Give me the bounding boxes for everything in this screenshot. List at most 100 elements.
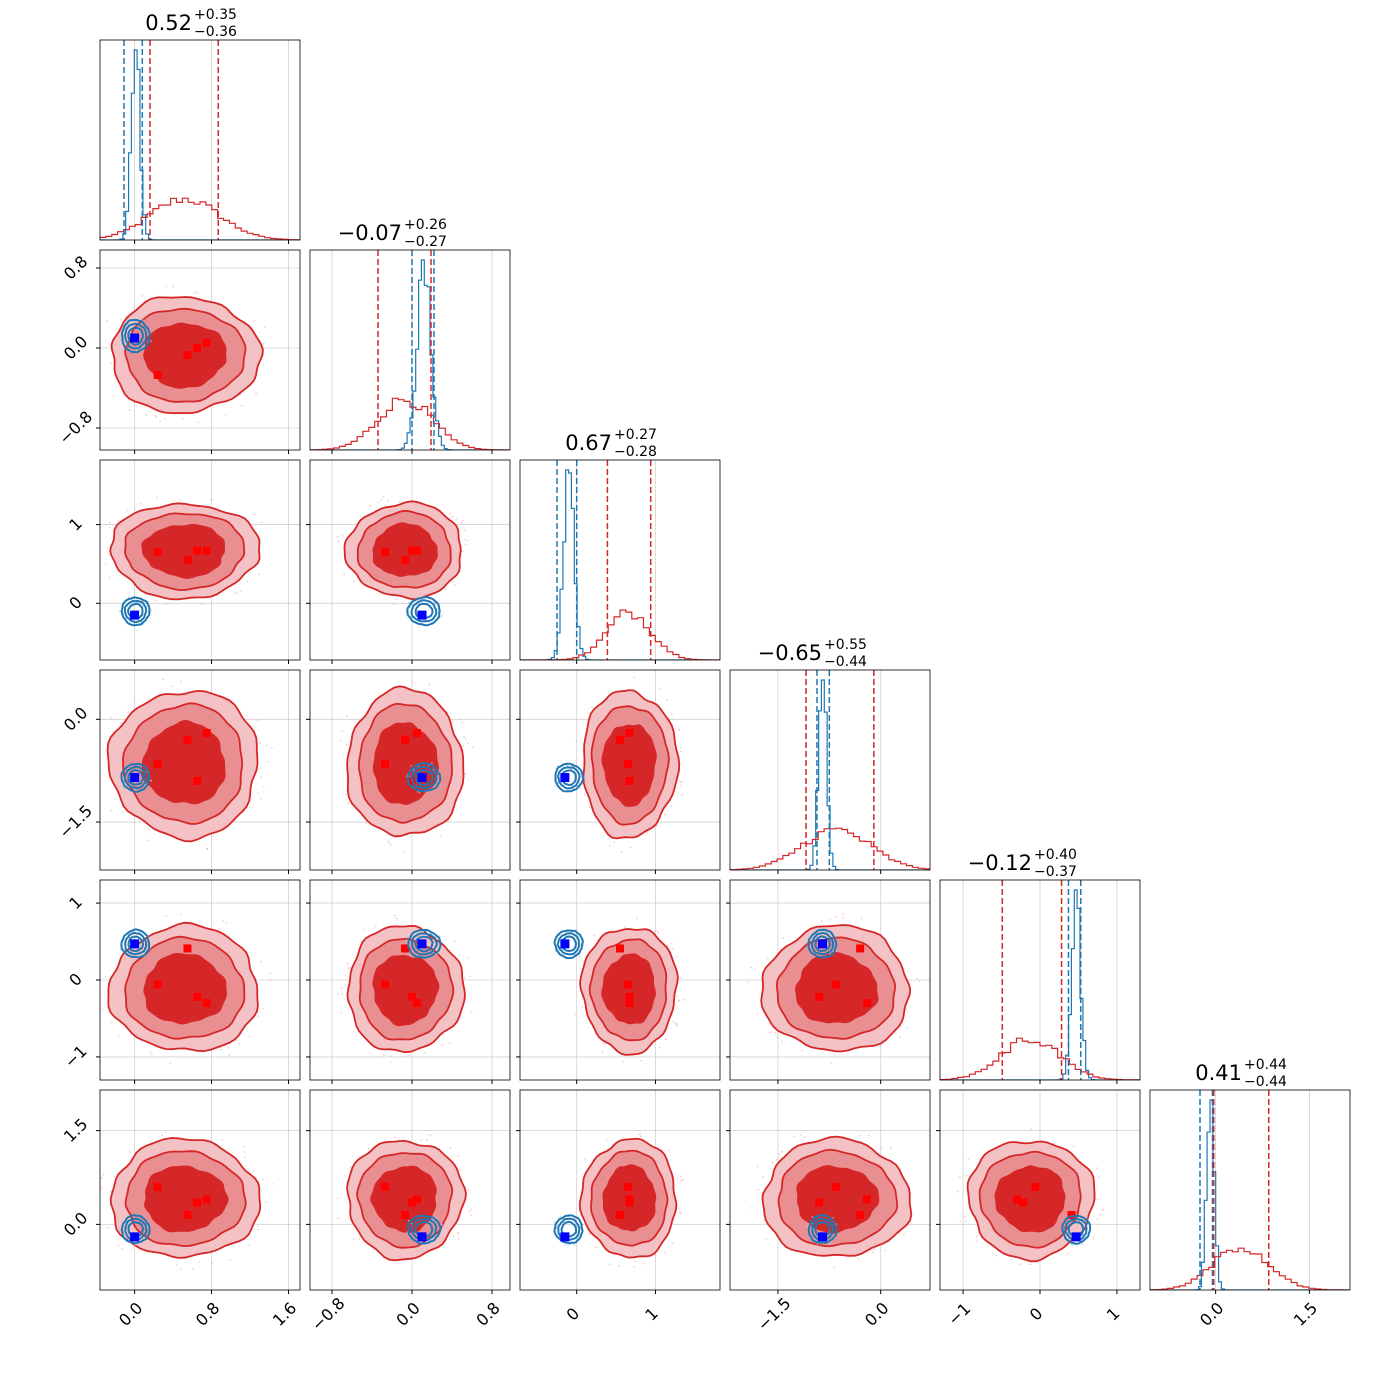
red-sample-point bbox=[377, 501, 380, 504]
red-sample-point bbox=[110, 809, 113, 812]
red-sample-point bbox=[263, 326, 266, 328]
red-sample-point bbox=[463, 736, 466, 738]
x-tick-label: 1 bbox=[641, 1304, 662, 1325]
red-sample-point bbox=[465, 543, 467, 546]
blue-sample-point bbox=[553, 1223, 555, 1225]
red-sample-point bbox=[426, 1139, 428, 1142]
red-sample-point bbox=[620, 851, 623, 853]
red-sample-point bbox=[666, 699, 668, 701]
red-sample-point bbox=[259, 742, 262, 745]
red-sample-point bbox=[401, 1055, 404, 1058]
red-sample-point bbox=[180, 913, 183, 916]
blue-sample-point bbox=[132, 958, 135, 961]
red-sample-point bbox=[665, 1038, 667, 1041]
red-contour-inner bbox=[994, 1165, 1066, 1233]
red-sample-point bbox=[461, 550, 464, 553]
red-sample-point bbox=[750, 966, 753, 969]
blue-sample-point bbox=[408, 611, 411, 614]
red-sample-point bbox=[457, 1238, 460, 1240]
x-tick-label: 0.8 bbox=[472, 1298, 503, 1329]
y-tick-label: 0 bbox=[65, 969, 86, 990]
blue-truth-marker bbox=[130, 333, 140, 343]
panel-5-0: 0.0 1.5 0.0 0.8 1.6 bbox=[60, 1089, 301, 1330]
red-sample-point bbox=[1030, 1128, 1033, 1130]
red-marker bbox=[153, 548, 162, 557]
red-sample-point bbox=[170, 685, 173, 688]
red-sample-point bbox=[461, 520, 464, 522]
red-sample-point bbox=[672, 1020, 675, 1023]
y-tick-label: 0.0 bbox=[60, 332, 91, 363]
blue-sample-point bbox=[832, 1216, 834, 1219]
panel-4-0: −1 0 1 bbox=[61, 879, 301, 1084]
red-sample-point bbox=[197, 421, 200, 424]
y-tick-label: −1 bbox=[61, 1042, 91, 1072]
red-contour-inner bbox=[141, 719, 226, 805]
blue-sample-point bbox=[147, 934, 150, 937]
red-sample-point bbox=[466, 956, 469, 959]
red-sample-point bbox=[452, 720, 455, 723]
blue-contour bbox=[124, 322, 148, 350]
blue-sample-point bbox=[150, 609, 153, 611]
red-sample-point bbox=[269, 979, 271, 982]
red-sample-point bbox=[782, 937, 785, 939]
blue-truth-marker bbox=[417, 1232, 427, 1242]
red-sample-point bbox=[975, 1240, 978, 1242]
blue-truth-marker bbox=[1071, 1232, 1081, 1242]
red-sample-point bbox=[640, 1059, 642, 1062]
red-sample-point bbox=[265, 1201, 268, 1204]
blue-contour bbox=[557, 1217, 581, 1241]
x-tick-label: −1 bbox=[944, 1299, 974, 1329]
red-sample-point bbox=[175, 1264, 178, 1266]
blue-histogram bbox=[310, 259, 510, 450]
red-sample-point bbox=[829, 919, 831, 921]
panel-3-1 bbox=[306, 669, 511, 874]
x-tick-label: 1 bbox=[1103, 1304, 1124, 1325]
red-sample-point bbox=[1052, 1142, 1055, 1144]
panel-title-value: −0.12 bbox=[968, 851, 1032, 875]
red-sample-point bbox=[464, 976, 466, 979]
panel-4-1 bbox=[306, 879, 511, 1084]
red-marker bbox=[183, 556, 192, 564]
red-marker bbox=[616, 1211, 624, 1219]
blue-contour bbox=[553, 1214, 584, 1245]
red-sample-point bbox=[633, 1265, 636, 1268]
red-sample-point bbox=[245, 714, 248, 717]
blue-contour bbox=[1061, 1215, 1092, 1245]
blue-histogram bbox=[100, 49, 300, 240]
red-sample-point bbox=[881, 1147, 884, 1150]
red-contour-inner bbox=[144, 1165, 229, 1233]
red-sample-point bbox=[834, 916, 837, 918]
blue-sample-point bbox=[836, 941, 839, 944]
blue-sample-point bbox=[572, 762, 575, 765]
blue-truth-marker bbox=[417, 939, 427, 949]
panel-frame bbox=[729, 669, 931, 871]
red-marker bbox=[413, 999, 421, 1008]
red-sample-point bbox=[108, 576, 111, 579]
red-sample-point bbox=[965, 1220, 967, 1223]
red-sample-point bbox=[130, 1248, 133, 1251]
red-sample-point bbox=[229, 1259, 232, 1261]
red-sample-point bbox=[604, 1042, 607, 1045]
blue-sample-point bbox=[405, 939, 408, 941]
red-sample-point bbox=[129, 1150, 132, 1153]
red-marker bbox=[625, 1195, 634, 1204]
red-marker bbox=[408, 1198, 416, 1207]
red-sample-point bbox=[756, 1012, 759, 1015]
red-sample-point bbox=[468, 1210, 471, 1213]
blue-sample-point bbox=[437, 1217, 439, 1220]
blue-sample-point bbox=[439, 784, 442, 786]
blue-sample-point bbox=[438, 1235, 440, 1238]
red-marker bbox=[856, 1211, 865, 1219]
red-sample-point bbox=[101, 1187, 103, 1190]
red-marker bbox=[202, 999, 211, 1008]
red-sample-point bbox=[113, 718, 116, 721]
blue-sample-point bbox=[1081, 1243, 1083, 1245]
panel-title-plus: +0.44 bbox=[1244, 1057, 1287, 1073]
red-sample-point bbox=[672, 718, 675, 720]
red-sample-point bbox=[253, 319, 255, 322]
red-sample-point bbox=[842, 916, 845, 919]
red-sample-point bbox=[427, 1134, 429, 1136]
red-marker bbox=[1067, 1211, 1076, 1219]
blue-contour bbox=[553, 929, 584, 960]
red-sample-point bbox=[780, 1150, 783, 1153]
